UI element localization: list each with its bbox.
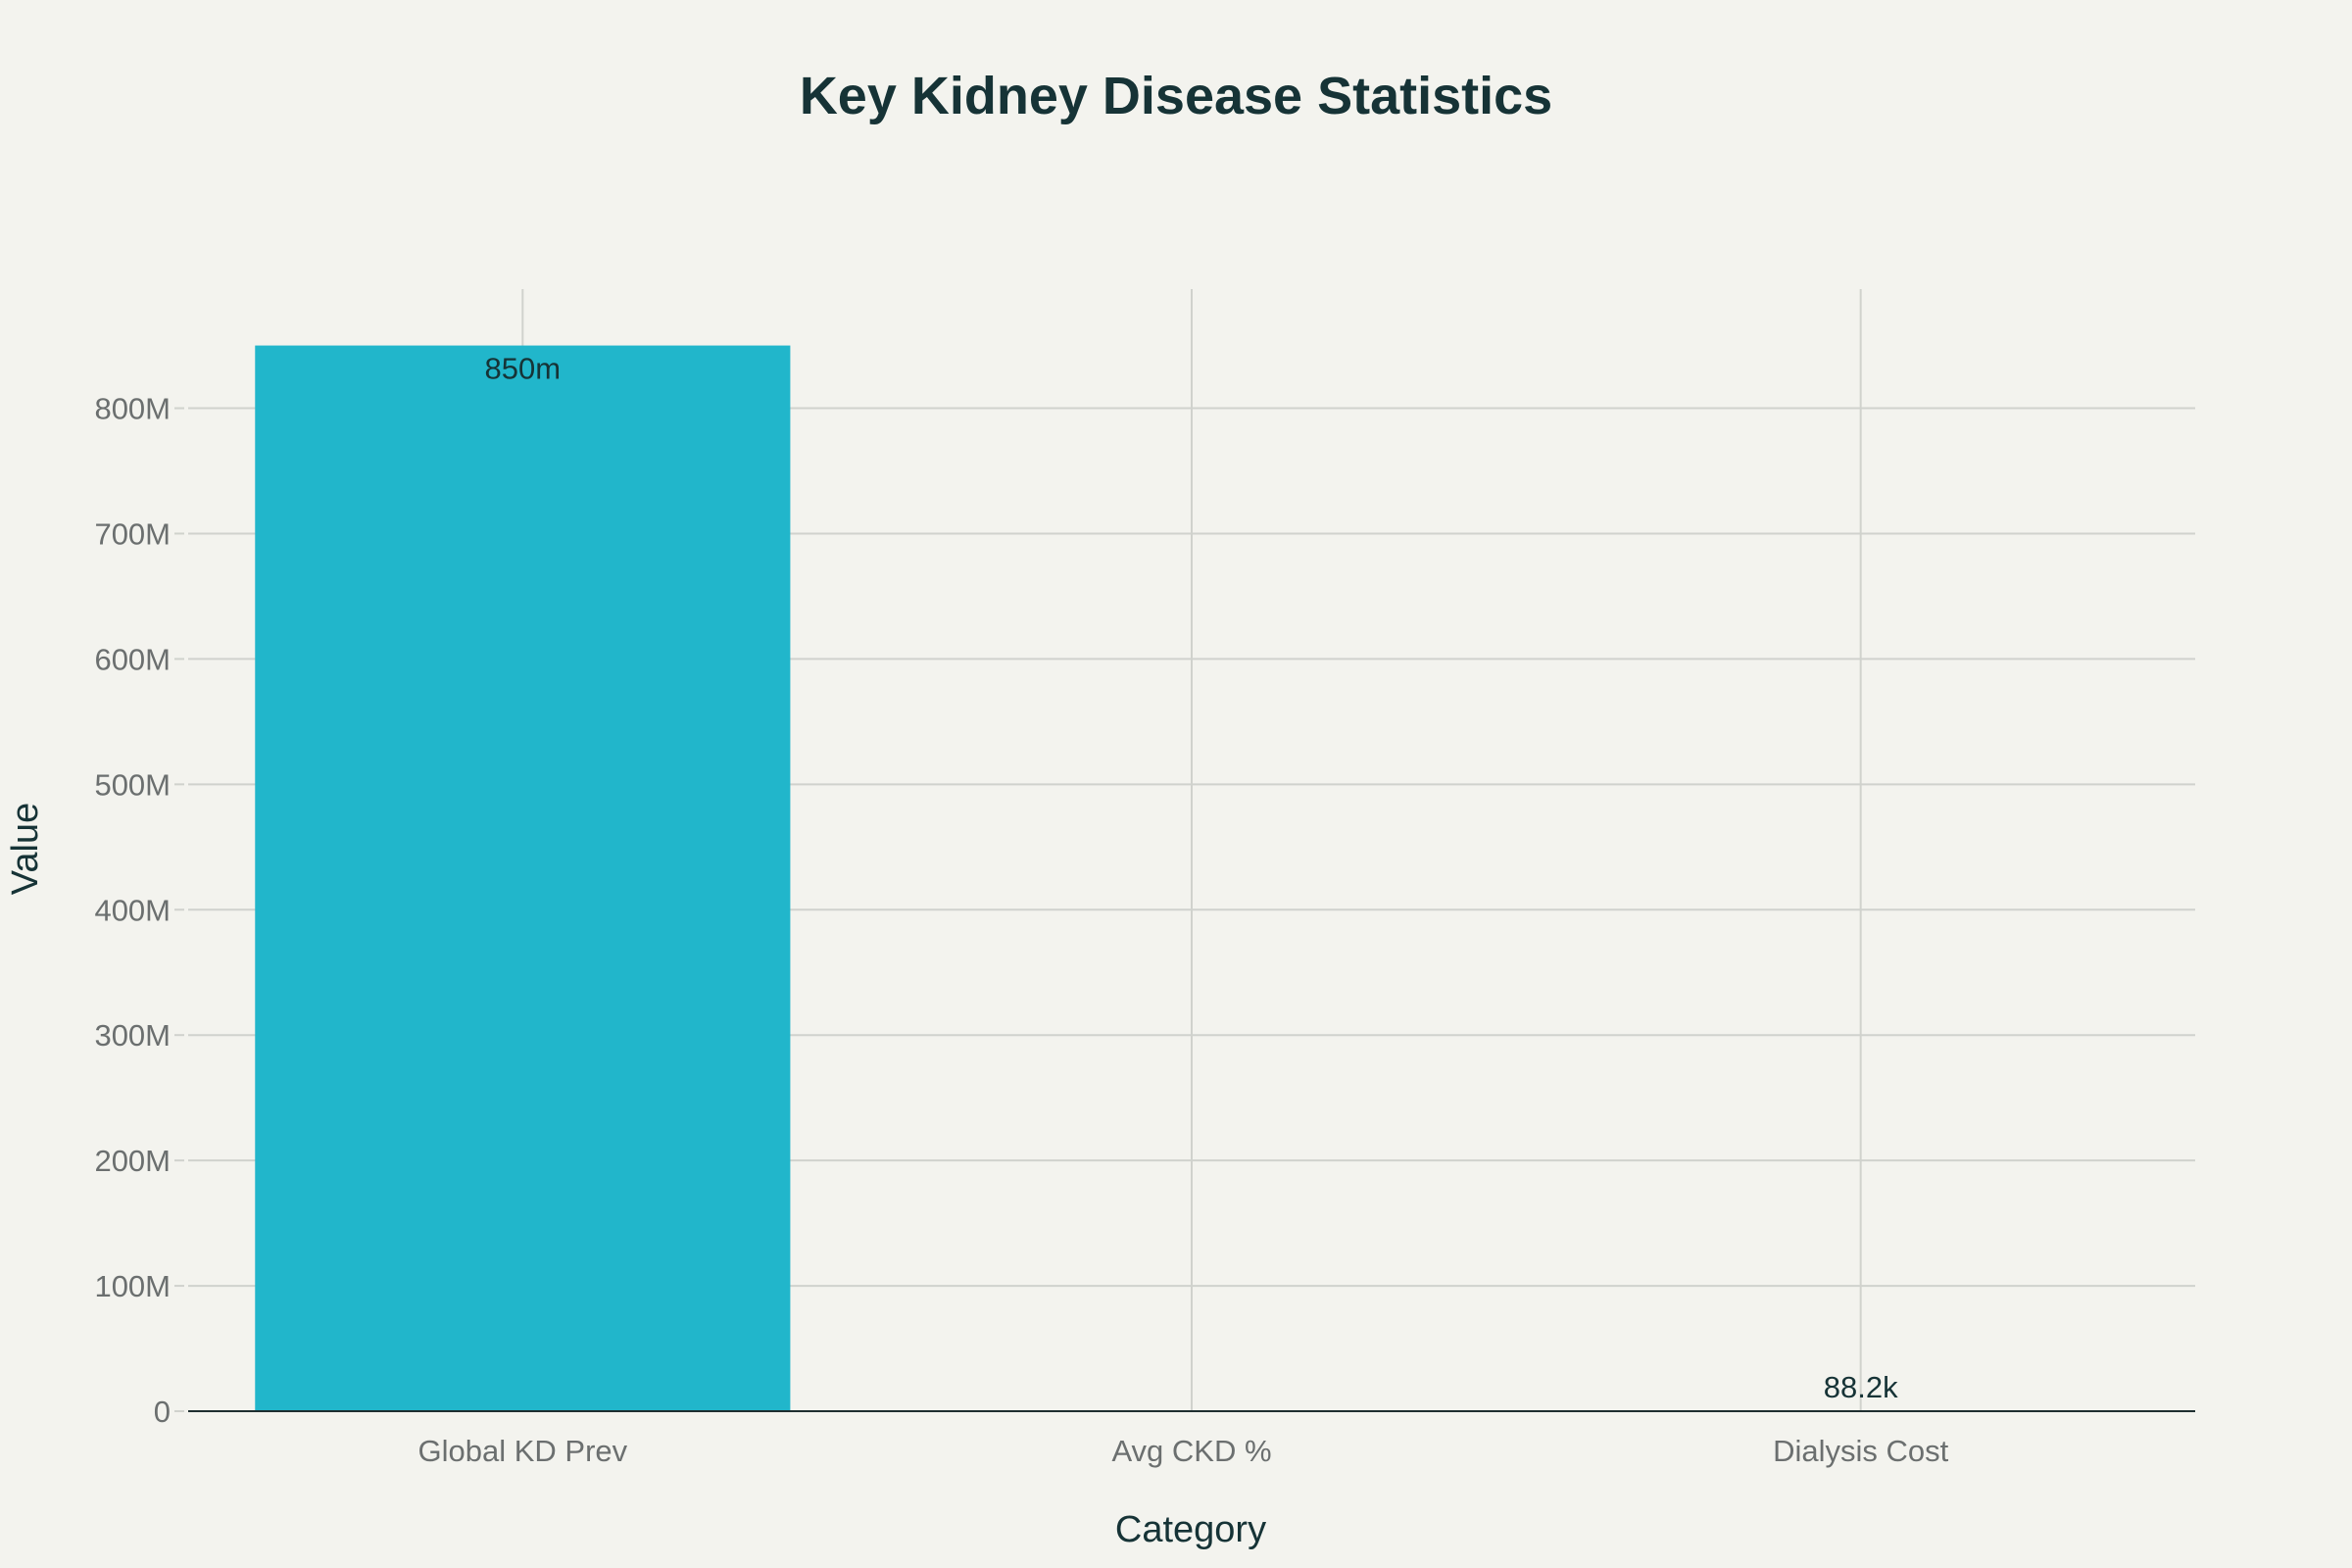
y-tick-label: 700M (94, 516, 171, 551)
bar (255, 345, 791, 1411)
y-tick-label: 800M (94, 392, 171, 426)
bar-value-label: 850m (485, 352, 562, 386)
axes-layer: 0 100M 200M 300M 400M 500M 600M 700M 800M Global … (94, 392, 2195, 1468)
bar-value-label: 88.2k (1824, 1370, 1898, 1404)
y-tick-label: 0 (154, 1395, 171, 1429)
bars-layer (255, 345, 2129, 1411)
y-tick-label: 100M (94, 1269, 171, 1303)
labels-layer: 850m 88.2k (485, 352, 1899, 1404)
chart-title: Key Kidney Disease Statistics (800, 67, 1552, 125)
x-tick-label: Avg CKD % (1111, 1434, 1271, 1468)
y-tick-label: 500M (94, 767, 171, 802)
y-axis-title: Value (5, 803, 46, 895)
x-axis-title: Category (1115, 1509, 1266, 1550)
y-tick-label: 600M (94, 642, 171, 676)
x-tick-label: Dialysis Cost (1773, 1434, 1949, 1468)
y-tick-label: 400M (94, 893, 171, 927)
y-tick-label: 200M (94, 1144, 171, 1178)
y-tick-label: 300M (94, 1018, 171, 1053)
x-tick-label: Global KD Prev (418, 1434, 628, 1468)
